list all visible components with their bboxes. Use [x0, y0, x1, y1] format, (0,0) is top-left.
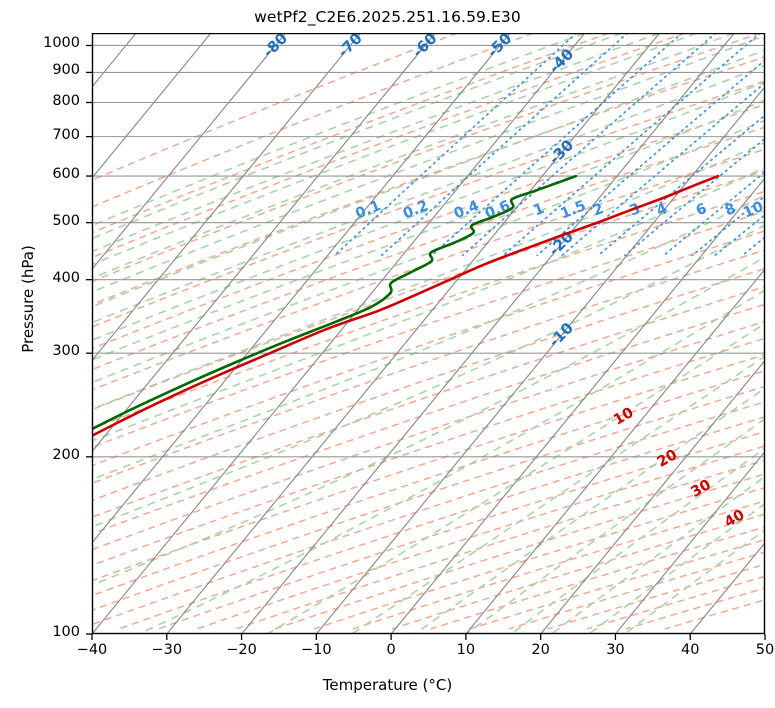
y-tick-label: 700 — [52, 126, 80, 143]
y-tick-label: 1000 — [43, 35, 80, 52]
y-tick-label: 300 — [52, 343, 80, 360]
profile-temperature-line — [92, 174, 720, 438]
y-tick-label: 100 — [52, 624, 80, 640]
background-grid-layer: -100-90-80-70-60-50-40-30-20-100.10.20.4… — [92, 33, 765, 634]
y-tick-label: 200 — [52, 446, 80, 463]
profile-layer — [86, 33, 766, 640]
x-tick-label: 40 — [680, 642, 700, 658]
profile-dewpoint-line — [92, 174, 578, 431]
plot-area: -100-90-80-70-60-50-40-30-20-100.10.20.4… — [86, 33, 766, 640]
y-tick-label: 800 — [52, 92, 80, 109]
mixing-ratio-label: 10 — [741, 199, 765, 221]
y-tick-label: 600 — [52, 166, 80, 183]
x-tick-label: 10 — [456, 642, 476, 658]
x-tick-label: 20 — [531, 642, 550, 658]
y-tick-label: 900 — [52, 62, 80, 79]
x-axis-label: Temperature (°C) — [322, 676, 453, 694]
x-tick-label: −30 — [151, 642, 183, 658]
chart-title: wetPf2_C2E6.2025.251.16.59.E30 — [254, 8, 521, 26]
x-tick-label: −10 — [301, 642, 332, 658]
y-tick-label: 500 — [52, 212, 80, 229]
x-tick-label: −40 — [76, 642, 108, 658]
x-tick-label: 50 — [755, 642, 775, 658]
x-tick-label: −20 — [226, 642, 257, 658]
x-tick-label: 0 — [386, 642, 396, 658]
x-tick-label: 30 — [606, 642, 625, 658]
y-tick-label: 400 — [52, 269, 80, 286]
